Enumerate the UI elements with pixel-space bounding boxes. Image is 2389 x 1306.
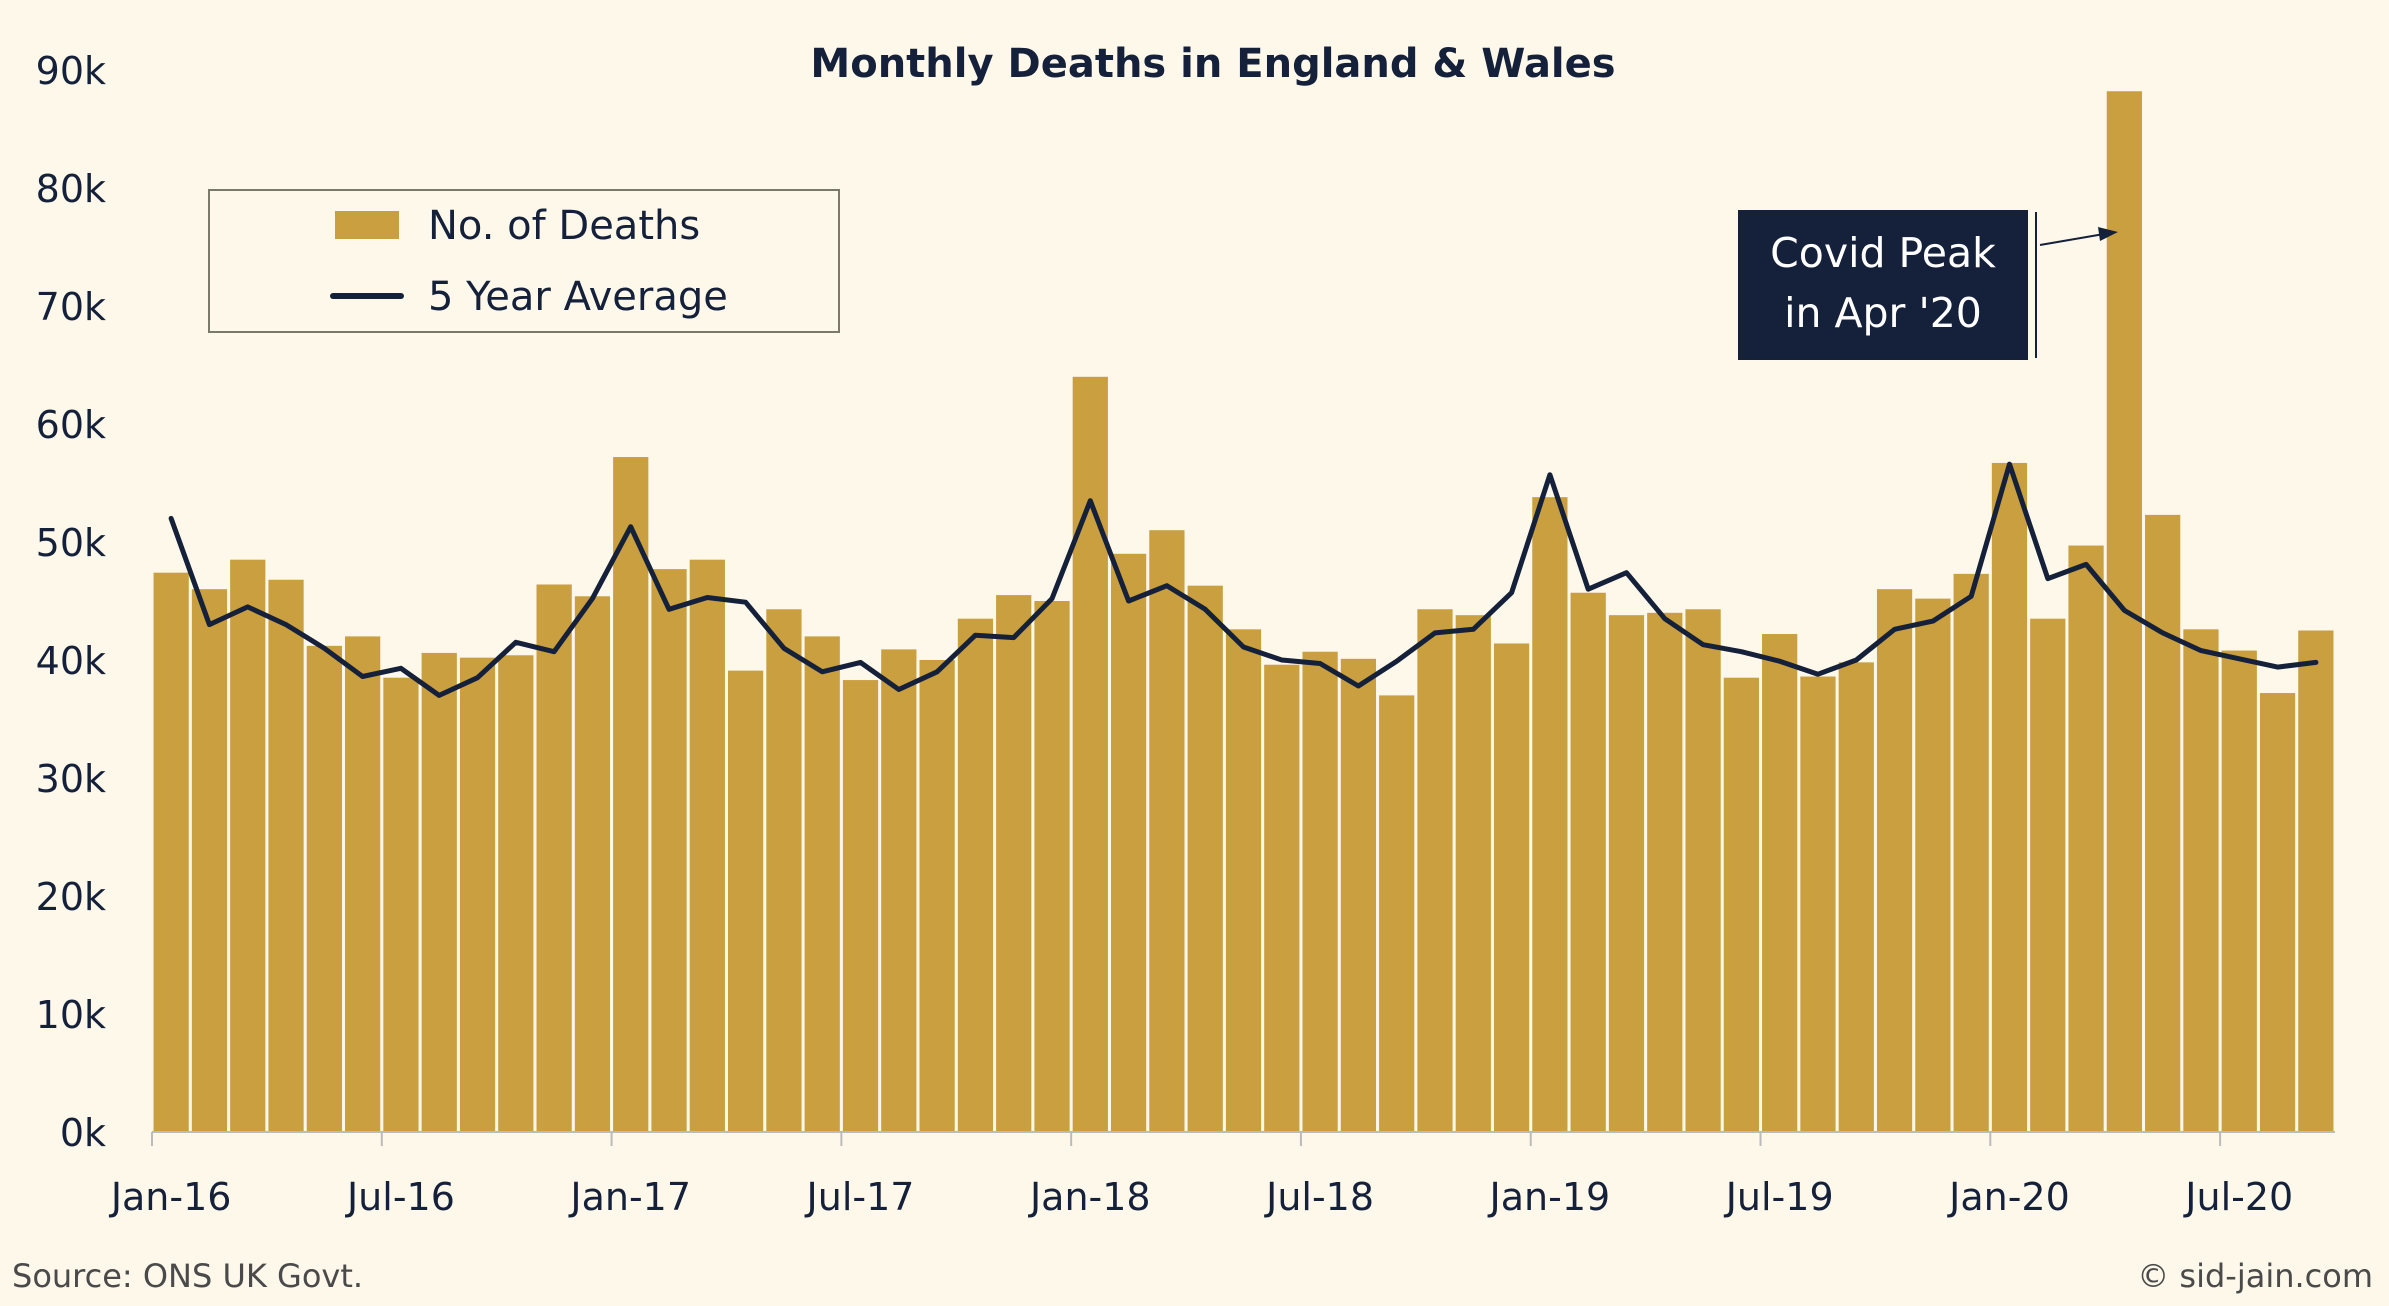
bar-deaths — [2298, 630, 2334, 1132]
legend-label-deaths: No. of Deaths — [428, 203, 700, 249]
bar-deaths — [1991, 462, 2028, 1132]
bar-deaths — [383, 677, 419, 1132]
bar-deaths — [536, 584, 572, 1132]
y-tick-label: 40k — [36, 639, 106, 683]
bar-deaths — [1149, 530, 1185, 1132]
bar-deaths — [1455, 615, 1491, 1132]
bar-deaths — [728, 670, 764, 1132]
bar-deaths — [996, 595, 1032, 1132]
x-tick-label: Jul-19 — [1724, 1175, 1834, 1219]
bar-deaths — [1379, 695, 1415, 1132]
chart-title: Monthly Deaths in England & Wales — [810, 41, 1615, 87]
bar-deaths — [2183, 629, 2219, 1132]
y-tick-label: 60k — [36, 403, 106, 447]
bar-deaths — [2259, 693, 2296, 1132]
bar-deaths — [421, 652, 457, 1132]
legend-swatch-deaths — [335, 211, 399, 239]
x-axis-ticks: Jan-16 Jul-16 Jan-17 Jul-17 Jan-18 Jul-18 Jan-… — [109, 1132, 2293, 1219]
annotation-arrowhead — [2098, 227, 2118, 241]
bar-deaths — [574, 596, 611, 1132]
bar-deaths — [1838, 662, 1874, 1132]
bar-deaths — [1608, 615, 1645, 1132]
y-tick-label: 70k — [36, 285, 106, 329]
x-tick-label: Jul-17 — [805, 1175, 915, 1219]
x-tick-label: Jan-20 — [1947, 1175, 2070, 1219]
bar-deaths — [1647, 612, 1683, 1132]
source-note: Source: ONS UK Govt. — [12, 1257, 363, 1295]
bar-deaths — [191, 589, 228, 1132]
bar-deaths — [1225, 629, 1262, 1132]
bar-deaths — [1034, 601, 1070, 1132]
bar-deaths — [459, 657, 496, 1132]
covid-peak-annotation: Covid Peak in Apr '20 — [1738, 210, 2118, 360]
legend-box — [208, 189, 840, 333]
y-tick-label: 20k — [36, 875, 106, 919]
x-tick-label: Jul-16 — [345, 1175, 455, 1219]
bar-deaths — [613, 457, 649, 1132]
bar-deaths — [1532, 497, 1568, 1132]
bar-deaths — [1800, 676, 1836, 1132]
bar-deaths — [1264, 664, 1300, 1132]
bar-deaths — [1302, 651, 1338, 1132]
bar-deaths — [230, 559, 266, 1132]
bar-deaths — [153, 572, 189, 1132]
bar-deaths — [804, 636, 840, 1132]
bar-deaths — [1685, 609, 1721, 1132]
x-tick-label: Jul-20 — [2183, 1175, 2293, 1219]
bar-deaths — [345, 636, 381, 1132]
bar-deaths — [2145, 514, 2181, 1132]
bar-deaths — [2068, 545, 2104, 1132]
y-tick-label: 30k — [36, 757, 106, 801]
bar-deaths — [842, 680, 879, 1132]
bar-deaths — [1953, 573, 1989, 1132]
bar-deaths — [881, 649, 917, 1132]
bar-deaths — [919, 660, 955, 1132]
y-tick-label: 50k — [36, 521, 106, 565]
bar-deaths — [498, 655, 534, 1132]
bar-deaths — [306, 645, 342, 1132]
bar-deaths — [1340, 658, 1377, 1132]
y-tick-label: 90k — [36, 49, 106, 93]
bars-layer — [153, 91, 2334, 1133]
annotation-arrow-line — [2039, 233, 2105, 246]
legend-label-average: 5 Year Average — [428, 274, 728, 320]
bar-deaths — [651, 569, 687, 1132]
bar-deaths — [689, 559, 725, 1132]
bar-deaths — [1570, 592, 1606, 1132]
bar-deaths — [1762, 634, 1798, 1132]
y-tick-label: 80k — [36, 167, 106, 211]
bar-deaths — [1417, 609, 1453, 1132]
y-tick-label: 10k — [36, 993, 106, 1037]
bar-deaths — [1187, 585, 1223, 1132]
x-tick-label: Jan-19 — [1488, 1175, 1611, 1219]
x-tick-label: Jul-18 — [1264, 1175, 1374, 1219]
x-tick-label: Jan-18 — [1028, 1175, 1151, 1219]
annotation-line-2: in Apr '20 — [1784, 289, 1982, 337]
x-tick-label: Jan-17 — [568, 1175, 691, 1219]
average-line-layer — [168, 461, 2319, 698]
bar-deaths — [2221, 650, 2257, 1132]
bar-deaths — [1072, 376, 1108, 1132]
annotation-box — [1738, 210, 2028, 360]
bar-deaths — [2030, 618, 2066, 1132]
copyright-credit: © sid-jain.com — [2137, 1257, 2373, 1295]
y-tick-label: 0k — [60, 1111, 106, 1155]
y-axis-ticks: 0k 10k 20k 30k 40k 50k 60k 70k 80k 90k — [36, 49, 106, 1155]
bar-deaths — [1723, 677, 1759, 1132]
bar-deaths — [1876, 589, 1913, 1132]
annotation-line-1: Covid Peak — [1770, 229, 1996, 277]
bar-deaths — [766, 609, 802, 1132]
legend: No. of Deaths 5 Year Average — [208, 189, 840, 333]
series-line-5-year-average — [168, 461, 2319, 698]
bar-deaths — [957, 618, 994, 1132]
bar-deaths — [1915, 598, 1951, 1132]
x-tick-label: Jan-16 — [109, 1175, 232, 1219]
bar-deaths — [1493, 643, 1530, 1132]
bar-deaths — [1110, 553, 1147, 1132]
bar-deaths — [268, 579, 304, 1132]
